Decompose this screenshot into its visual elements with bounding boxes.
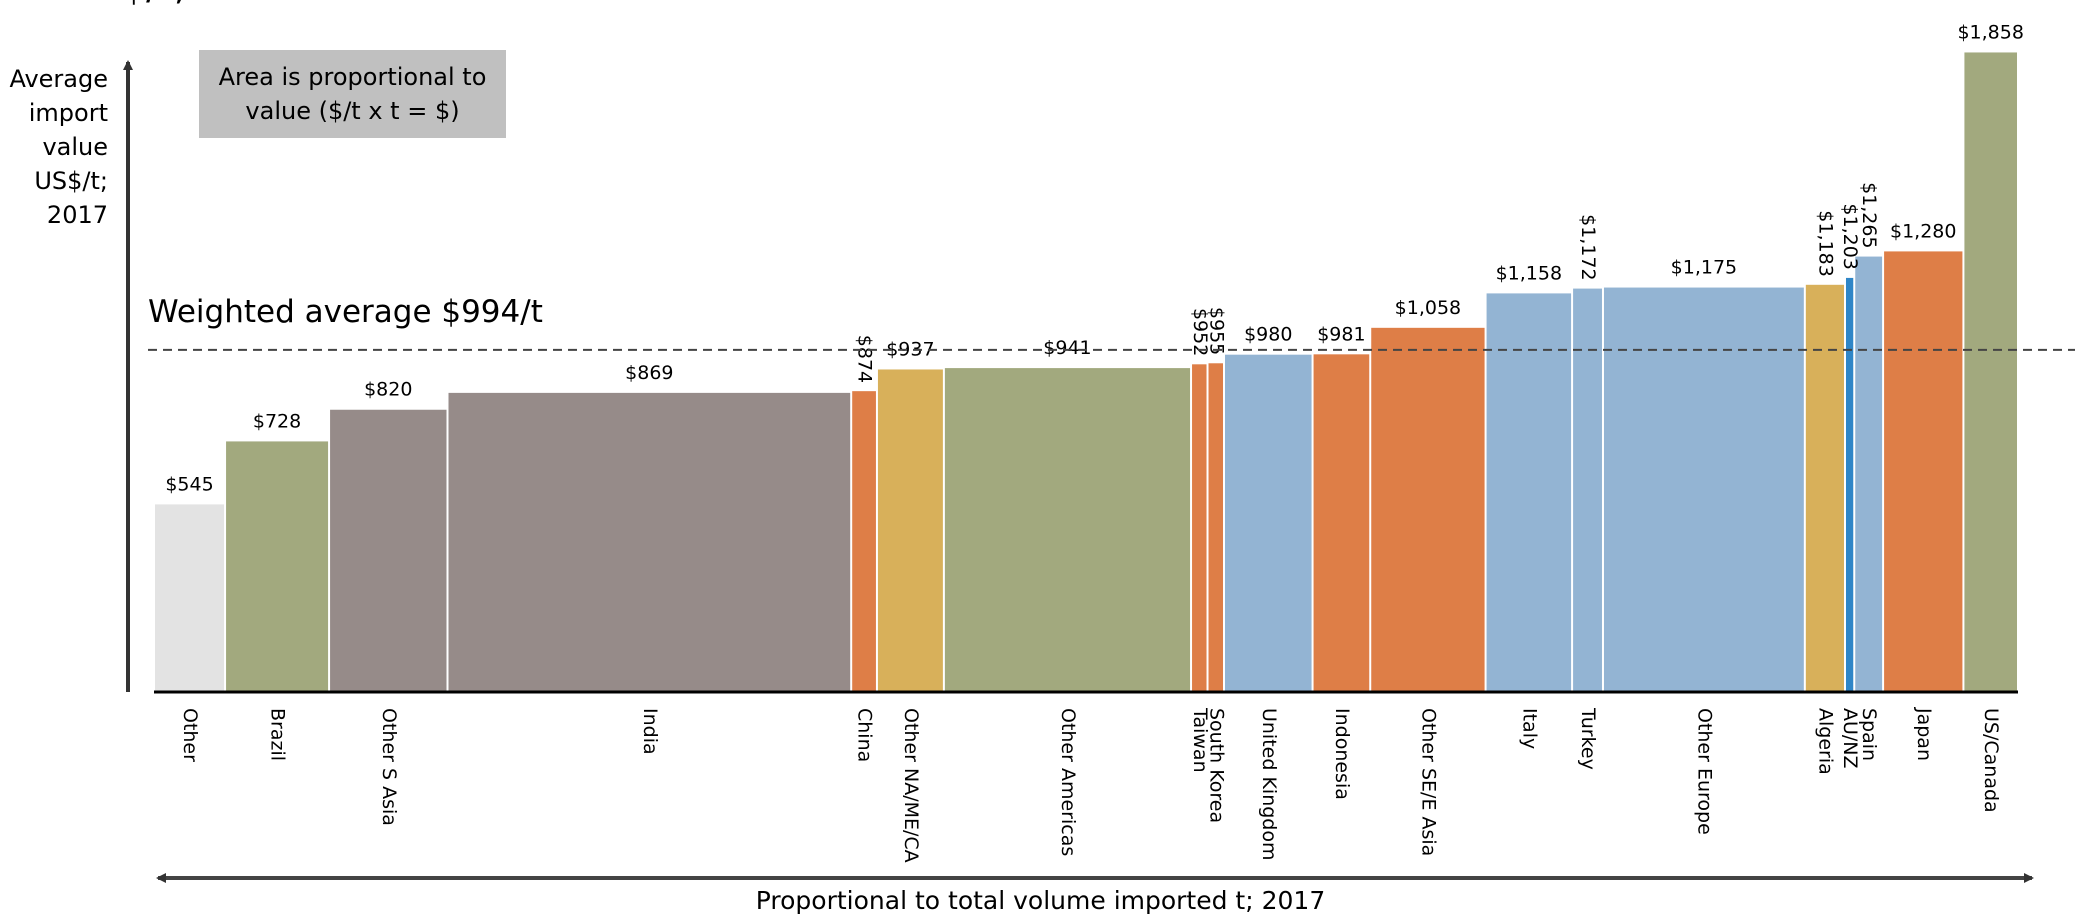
category-label: China xyxy=(854,708,876,762)
bar-united-kingdom xyxy=(1224,354,1312,692)
value-label: $980 xyxy=(1244,324,1292,346)
bar-japan xyxy=(1884,251,1963,692)
category-label: Other Americas xyxy=(1057,708,1079,856)
value-label: $981 xyxy=(1317,323,1365,345)
value-label: $952 xyxy=(1189,308,1211,356)
category-label: Other Europe xyxy=(1693,708,1715,835)
category-label: India xyxy=(639,708,661,755)
category-label: US/Canada xyxy=(1980,708,2002,813)
bar-other-na-me-ca xyxy=(877,369,943,692)
bar-brazil xyxy=(226,441,329,692)
value-label: $728 xyxy=(253,410,301,432)
value-label: $874 xyxy=(854,335,876,383)
bar-indonesia xyxy=(1313,354,1370,692)
bar-us-canada xyxy=(1964,52,2017,692)
value-label: $1,058 xyxy=(1395,297,1461,319)
value-label: $1,280 xyxy=(1890,220,1956,242)
value-label: $820 xyxy=(364,379,412,401)
category-label: Indonesia xyxy=(1331,708,1353,800)
bar-other-se-e-asia xyxy=(1371,327,1485,692)
y-axis-label: Average import value US$/t; 2017 xyxy=(9,62,108,232)
category-label: Other NA/ME/CA xyxy=(900,708,922,863)
value-label: $1,265 xyxy=(1858,182,1880,248)
y-axis-label-line: Average xyxy=(9,65,108,93)
weighted-average-label: Weighted average $994/t xyxy=(148,294,543,330)
category-label: Spain xyxy=(1858,708,1880,761)
category-label: United Kingdom xyxy=(1258,708,1280,861)
y-axis-label-line: value xyxy=(42,133,108,161)
value-label: $545 xyxy=(165,473,213,495)
category-label: Other S Asia xyxy=(378,708,400,826)
bar-algeria xyxy=(1805,284,1844,692)
bar-spain xyxy=(1855,256,1883,692)
category-label: Other xyxy=(179,708,201,762)
bar-other xyxy=(155,504,225,692)
category-label: AU/NZ xyxy=(1839,708,1861,769)
value-label: $1,858 xyxy=(1957,21,2023,43)
area-note: Area is proportional to value ($/t x t =… xyxy=(199,50,506,138)
bars-group xyxy=(155,52,2017,692)
bar-india xyxy=(448,392,851,692)
value-label: $941 xyxy=(1043,337,1091,359)
category-label: South Korea xyxy=(1205,708,1227,823)
category-label: Taiwan xyxy=(1189,707,1211,773)
value-label: $1,203 xyxy=(1839,203,1861,269)
value-label: $955 xyxy=(1205,307,1227,355)
bar-south-korea xyxy=(1208,363,1223,692)
category-label: Japan xyxy=(1913,707,1935,761)
value-labels-group: $545 $728 $820 $869 $874 $937 $941 $952$955 $980… xyxy=(165,21,2024,495)
category-label: Turkey xyxy=(1577,707,1599,770)
bar-china xyxy=(852,391,876,692)
value-label: $1,172 xyxy=(1577,214,1599,280)
category-label: Other SE/E Asia xyxy=(1417,708,1439,856)
category-labels-group: Other Brazil Other S Asia India China Other N… xyxy=(179,707,2002,863)
y-axis-label-line: 2017 xyxy=(46,201,108,229)
category-label: Algeria xyxy=(1814,708,1836,775)
chart-title-fragment: US$/t; 2017 xyxy=(70,0,295,8)
bar-other-americas xyxy=(944,368,1191,692)
bar-other-s-asia xyxy=(330,409,447,692)
category-label: Italy xyxy=(1518,708,1540,749)
value-label: $1,158 xyxy=(1496,262,1562,284)
bar-au-nz xyxy=(1845,277,1854,692)
x-axis-label: Proportional to total volume imported t;… xyxy=(755,886,1326,915)
bar-other-europe xyxy=(1603,287,1804,692)
y-axis-label-line: US$/t; xyxy=(34,167,108,195)
bar-italy xyxy=(1486,293,1572,692)
value-label: $869 xyxy=(625,362,673,384)
bar-turkey xyxy=(1573,288,1602,692)
category-label: Brazil xyxy=(267,708,289,761)
value-label: $937 xyxy=(886,338,934,360)
y-axis-label-line: import xyxy=(28,99,108,127)
value-label: $1,175 xyxy=(1671,257,1737,279)
value-label: $1,183 xyxy=(1814,210,1836,276)
bar-taiwan xyxy=(1192,364,1207,692)
